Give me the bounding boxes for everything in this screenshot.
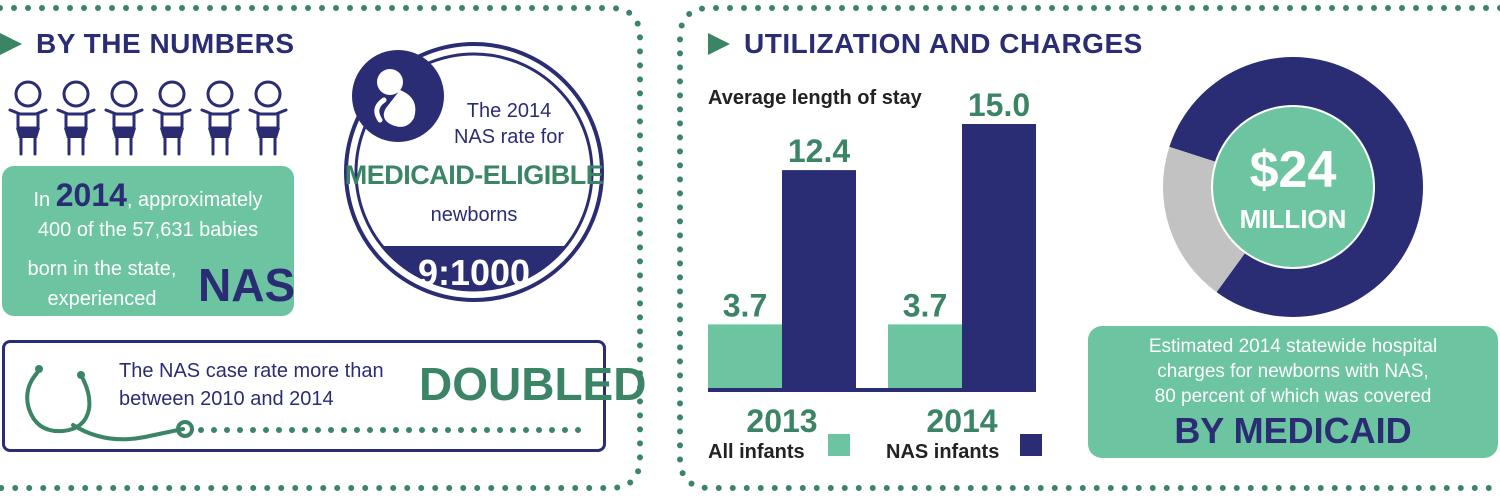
stat-line-1: In 2014, approximately xyxy=(33,177,263,213)
badge-rate: 9:1000 xyxy=(417,252,531,293)
baby-icon xyxy=(152,80,192,156)
stat-line-4: experienced xyxy=(47,288,157,310)
stethoscope-icon xyxy=(25,365,194,442)
badge-line-2: NAS rate for xyxy=(453,126,565,148)
legend-label: NAS infants xyxy=(886,441,999,463)
doubled-line-1: The NAS case rate more than xyxy=(119,360,384,382)
play-triangle-icon xyxy=(708,33,730,55)
by-the-numbers-panel: BY THE NUMBERS In 2014, approximately 40 xyxy=(0,0,660,496)
donut-amount: $24 xyxy=(1249,141,1337,199)
bar-all-infants-2014 xyxy=(888,324,962,390)
donut-slice-medicaid xyxy=(1169,56,1423,318)
bar-nas-infants-2014 xyxy=(962,124,1036,390)
donut-ring xyxy=(1163,56,1423,318)
nas-stat-box: In 2014, approximately 400 of the 57,631… xyxy=(2,166,296,316)
badge-line-1: The 2014 xyxy=(466,100,552,122)
baby-icon xyxy=(248,80,288,156)
doubled-box: The NAS case rate more than between 2010… xyxy=(2,340,646,452)
stat-year: 2014 xyxy=(55,177,127,213)
dotted-frame xyxy=(0,5,643,491)
length-of-stay-chart: Average length of stay 3.7 12.4 2013 3.7 15.0… xyxy=(708,87,1042,463)
chart-title: Average length of stay xyxy=(708,87,923,109)
bar-value-label: 3.7 xyxy=(903,287,947,323)
legend-swatch xyxy=(1020,434,1042,456)
dotted-rule xyxy=(198,427,594,433)
bar-nas-infants-2013 xyxy=(782,170,856,390)
baby-icons xyxy=(8,80,288,156)
badge-line-3: newborns xyxy=(430,204,518,226)
bar-value-label: 15.0 xyxy=(968,87,1030,123)
doubled-highlight: DOUBLED xyxy=(419,358,647,410)
bar-all-infants-2013 xyxy=(708,324,782,390)
caption-line-2: charges for newborns with NAS, xyxy=(1157,361,1429,382)
caption-highlight: BY MEDICAID xyxy=(1174,410,1412,451)
doubled-line-2: between 2010 and 2014 xyxy=(119,388,334,410)
utilization-panel: UTILIZATION AND CHARGES Average length o… xyxy=(660,0,1500,496)
section-heading: UTILIZATION AND CHARGES xyxy=(708,28,1143,60)
caption-line-1: Estimated 2014 statewide hospital xyxy=(1148,336,1438,357)
baby-icon xyxy=(56,80,96,156)
donut-unit: MILLION xyxy=(1239,204,1347,234)
stat-nas: NAS xyxy=(198,259,296,311)
bar-value-label: 3.7 xyxy=(723,287,767,323)
charges-caption-box: Estimated 2014 statewide hospital charge… xyxy=(1088,326,1498,458)
section-heading: BY THE NUMBERS xyxy=(0,28,295,60)
fetus-icon xyxy=(352,50,444,142)
legend-label: All infants xyxy=(708,441,805,463)
medicaid-rate-badge: The 2014 NAS rate for MEDICAID-ELIGIBLE … xyxy=(342,40,606,304)
x-tick-label: 2013 xyxy=(746,403,817,439)
legend-swatch xyxy=(828,434,850,456)
donut-center xyxy=(1213,107,1373,267)
dotted-frame xyxy=(677,5,1500,491)
donut-slice-other xyxy=(1163,146,1245,293)
stat-line-3: born in the state, xyxy=(27,258,177,280)
stat-line-2: 400 of the 57,631 babies xyxy=(37,219,259,241)
x-tick-label: 2014 xyxy=(926,403,997,439)
caption-line-3: 80 percent of which was covered xyxy=(1154,386,1432,407)
baby-icon xyxy=(104,80,144,156)
bar-value-label: 12.4 xyxy=(788,133,850,169)
baby-icon xyxy=(8,80,48,156)
charges-donut: $24 MILLION xyxy=(1160,54,1426,320)
play-triangle-icon xyxy=(0,33,22,55)
baby-icon xyxy=(200,80,240,156)
badge-highlight: MEDICAID-ELIGIBLE xyxy=(344,160,604,190)
